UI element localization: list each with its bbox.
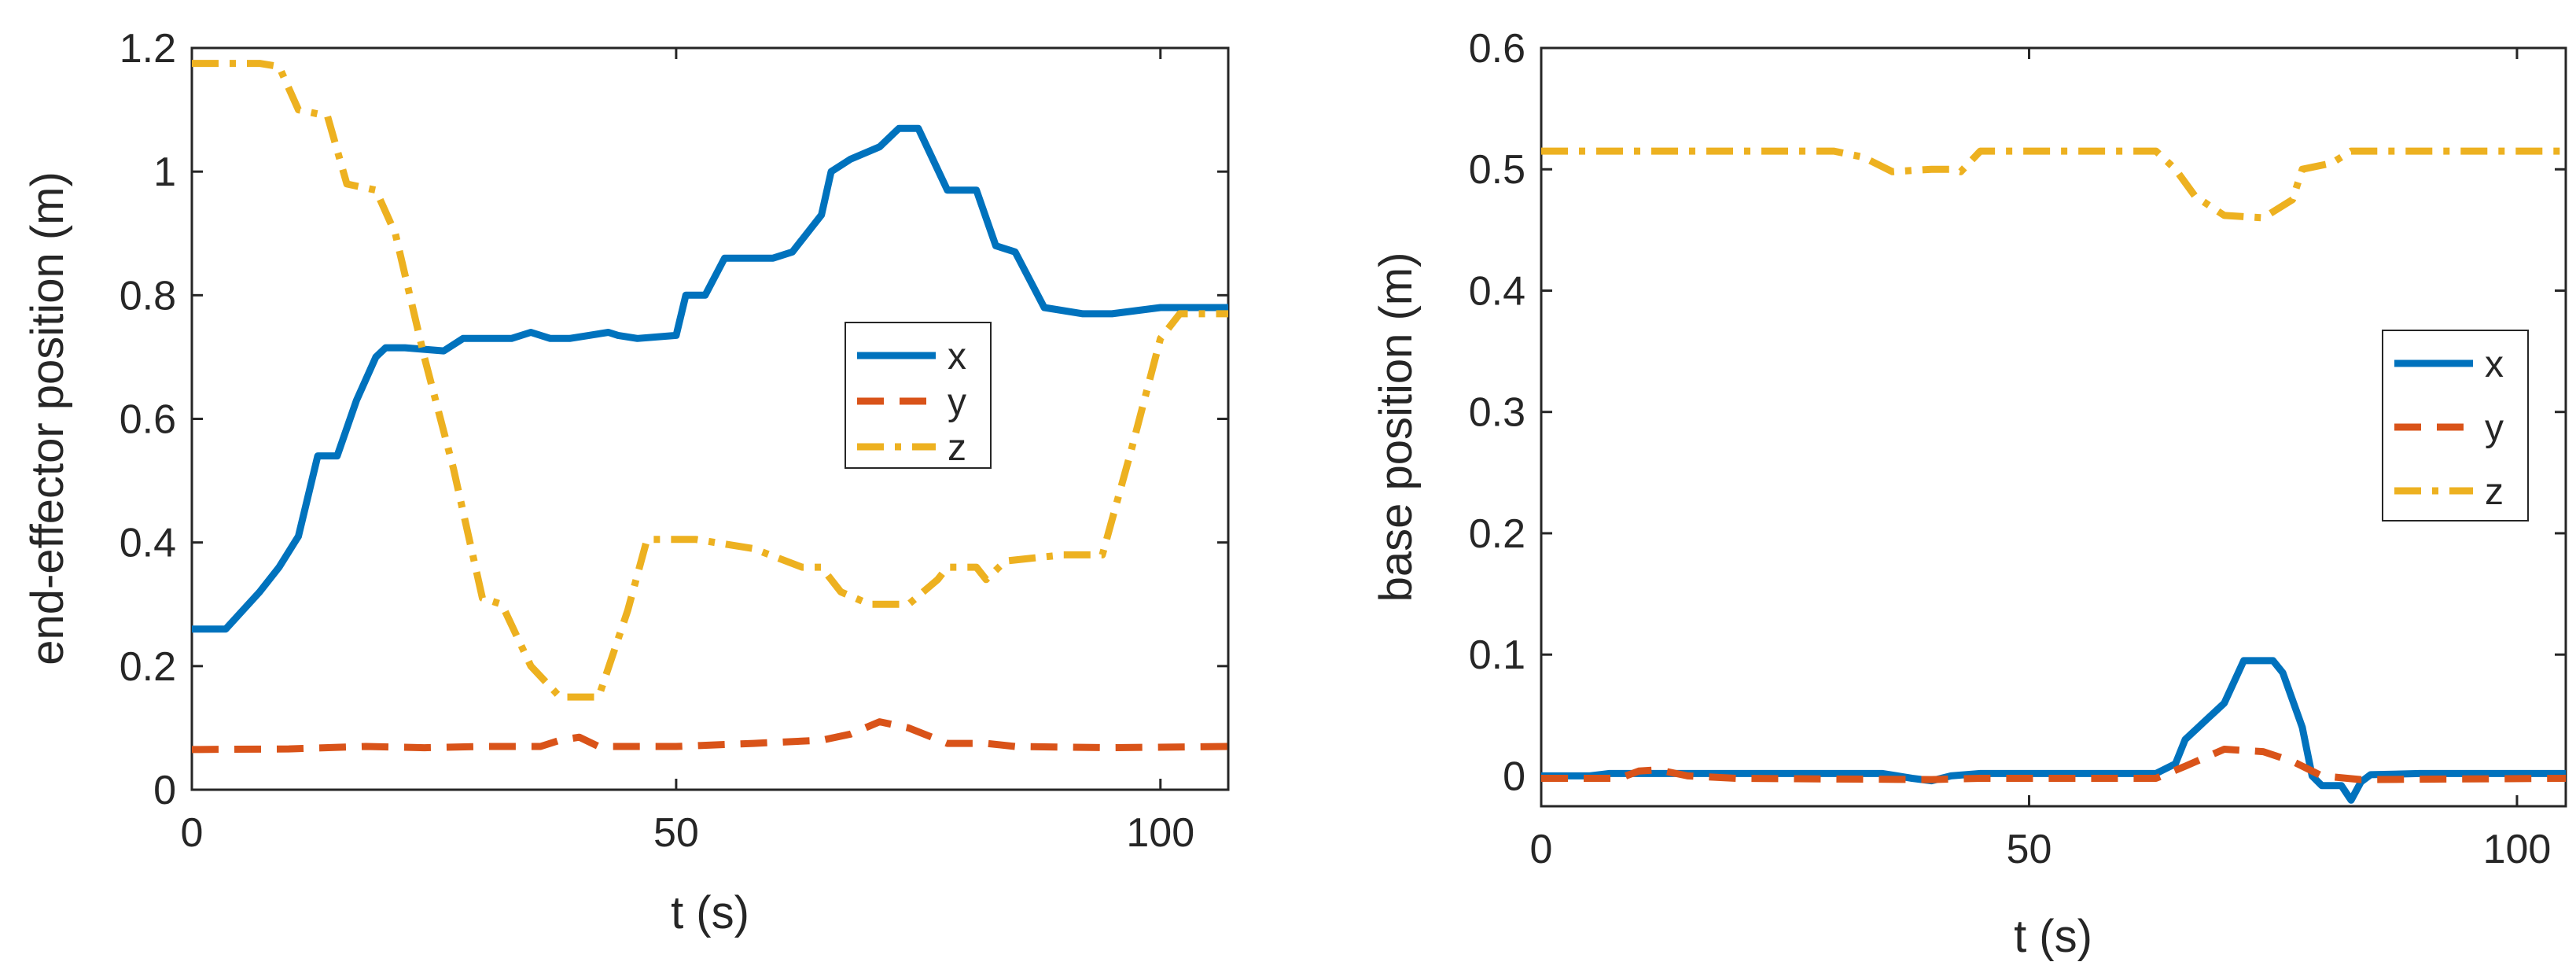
chart-right-ticks: 0 50 100 0 0.1 0.2 0.3 0.4 0.5 0.6	[1469, 26, 2566, 872]
chart-left-ticks: 0 50 100 0 0.2 0.4 0.6 0.8 1 1.2	[120, 26, 1228, 856]
chart-left-series	[191, 60, 1229, 754]
chart-right-ylabel: base position (m)	[1371, 252, 1422, 603]
chart-right-legend: xyz	[2382, 330, 2529, 522]
chart-left-end-effector: 0 50 100 0 0.2 0.4 0.6 0.8 1 1.2 t (s) end-effect…	[22, 26, 1230, 938]
y-tick-label: 1	[153, 149, 176, 195]
y-tick-label: 0.3	[1469, 390, 1525, 436]
chart-right-xlabel: t (s)	[2014, 911, 2092, 962]
x-tick-label: 50	[653, 810, 699, 856]
series-line-y	[1541, 746, 2567, 783]
y-tick-label: 0	[153, 768, 176, 813]
legend-label-z: z	[2485, 471, 2504, 513]
x-tick-label: 0	[1530, 827, 1553, 872]
chart-left-ylabel: end-effector position (m)	[22, 171, 73, 665]
x-tick-label: 100	[2483, 827, 2552, 872]
chart-right-base: 0 50 100 0 0.1 0.2 0.3 0.4 0.5 0.6 t (s) base pos…	[1371, 26, 2567, 962]
series-line-z	[1541, 147, 2566, 222]
series-line-x	[1541, 657, 2566, 804]
series-line-z	[192, 60, 1228, 701]
chart-left-legend: xyz	[845, 322, 992, 469]
legend-label-y: y	[948, 381, 966, 423]
legend-label-z: z	[948, 427, 966, 469]
series-line-y	[191, 718, 1229, 754]
y-tick-label: 0	[1503, 754, 1525, 799]
legend-label-x: x	[2485, 344, 2504, 385]
series-line-x	[192, 124, 1228, 633]
y-tick-label: 0.4	[1469, 268, 1525, 314]
y-tick-label: 0.1	[1469, 632, 1525, 678]
y-tick-label: 0.2	[1469, 511, 1525, 557]
chart-left-xlabel: t (s)	[671, 887, 749, 938]
y-tick-label: 1.2	[120, 26, 176, 72]
legend-label-x: x	[948, 336, 966, 378]
x-tick-label: 50	[2007, 827, 2052, 872]
y-tick-label: 0.6	[120, 397, 176, 443]
x-tick-label: 100	[1126, 810, 1194, 856]
y-tick-label: 0.8	[120, 273, 176, 319]
y-tick-label: 0.5	[1469, 147, 1525, 193]
chart-left-axes-box	[190, 46, 1230, 791]
legend-label-y: y	[2485, 407, 2504, 449]
x-tick-label: 0	[181, 810, 204, 856]
y-tick-label: 0.2	[120, 644, 176, 690]
y-tick-label: 0.6	[1469, 26, 1525, 72]
y-tick-label: 0.4	[120, 521, 176, 566]
chart-right-series	[1541, 147, 2567, 804]
